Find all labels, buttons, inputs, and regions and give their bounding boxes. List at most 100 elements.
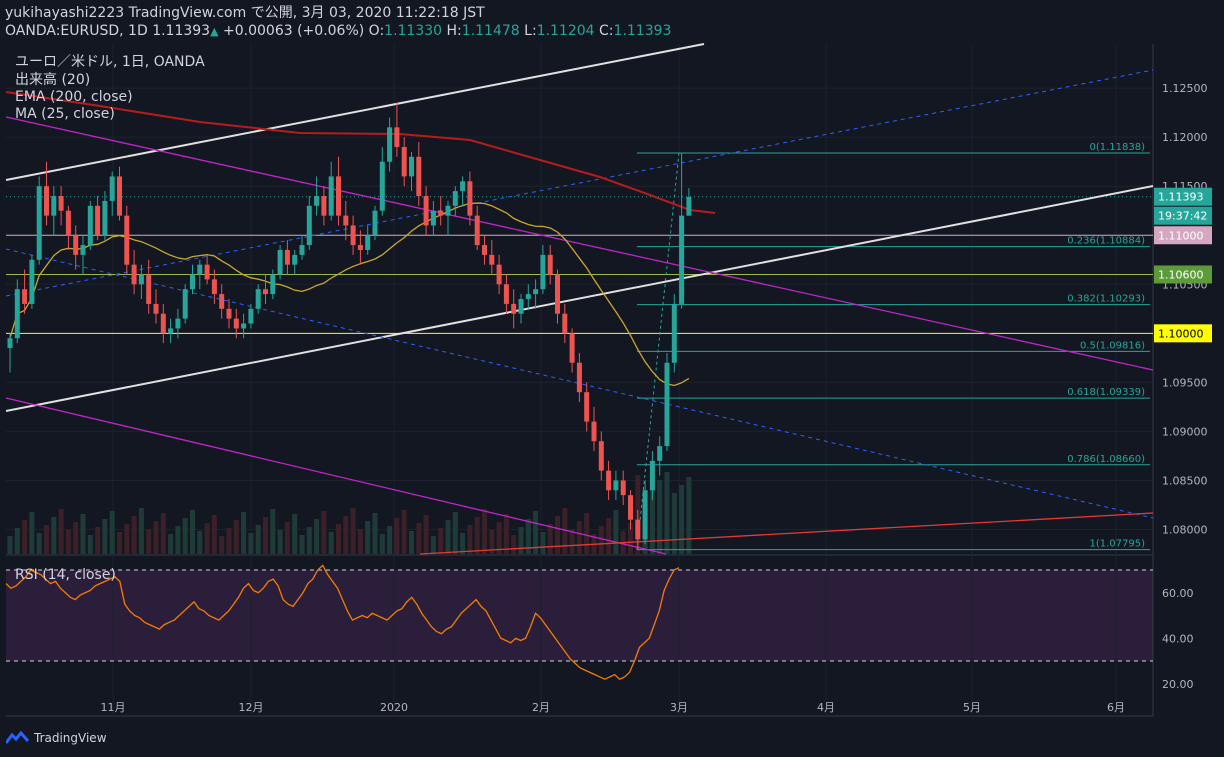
candle-body bbox=[299, 245, 305, 255]
volume-bar bbox=[336, 524, 341, 554]
candle-body bbox=[372, 210, 378, 236]
volume-bar bbox=[438, 528, 444, 554]
time-tick-label: 5月 bbox=[963, 701, 981, 714]
symbol-name[interactable]: OANDA:EURUSD, 1D bbox=[5, 23, 148, 39]
price-badge bbox=[1154, 324, 1212, 343]
volume-bar bbox=[379, 534, 385, 554]
candle-body bbox=[635, 519, 641, 540]
fib-level-label: 0.618(1.09339) bbox=[1067, 387, 1145, 398]
candle-body bbox=[482, 245, 487, 255]
volume-bar bbox=[409, 531, 414, 554]
candle-body bbox=[350, 225, 356, 246]
candle-body bbox=[51, 196, 57, 216]
volume-bar bbox=[649, 488, 655, 554]
candle-body bbox=[270, 274, 276, 295]
candle-body bbox=[671, 303, 677, 363]
candle-body bbox=[576, 362, 582, 393]
volume-bar bbox=[87, 535, 93, 554]
price-tick-label: 1.08000 bbox=[1162, 523, 1208, 536]
fib-level-label: 1(1.07795) bbox=[1089, 539, 1145, 550]
volume-bar bbox=[474, 517, 480, 554]
candle-body bbox=[686, 197, 692, 216]
candle-body bbox=[489, 254, 495, 265]
candle-body bbox=[628, 495, 633, 520]
candle-body bbox=[168, 328, 174, 334]
fib-level-label: 0.382(1.10293) bbox=[1067, 294, 1145, 305]
candle-body bbox=[620, 480, 626, 496]
price-tick-label: 1.09500 bbox=[1162, 376, 1208, 389]
fib-level-label: 0.786(1.08660) bbox=[1067, 454, 1145, 465]
rsi-legend[interactable]: RSI (14, close) bbox=[15, 567, 116, 583]
volume-bar bbox=[372, 513, 378, 554]
volume-bar bbox=[679, 485, 685, 554]
candle-body bbox=[22, 289, 28, 304]
candle-body bbox=[138, 274, 144, 285]
candle-body bbox=[438, 210, 444, 216]
candle-body bbox=[409, 156, 414, 177]
volume-bar bbox=[277, 530, 283, 554]
candle-body bbox=[336, 176, 341, 216]
candle-body bbox=[160, 313, 166, 334]
volume-bar bbox=[146, 529, 152, 554]
volume-bar bbox=[219, 536, 225, 554]
candle-body bbox=[562, 313, 568, 334]
volume-bar bbox=[460, 533, 466, 554]
last-price: 1.11393 bbox=[152, 23, 211, 39]
time-tick-label: 2020 bbox=[380, 701, 408, 714]
volume-bar bbox=[328, 532, 334, 554]
candle-body bbox=[416, 156, 422, 197]
volume-bar bbox=[292, 514, 298, 554]
volume-bar bbox=[664, 472, 670, 554]
candle-body bbox=[328, 176, 334, 216]
volume-bar bbox=[430, 536, 436, 554]
volume-bar bbox=[197, 531, 203, 554]
price-tick-label: 1.12500 bbox=[1162, 82, 1208, 95]
candle-body bbox=[321, 196, 327, 216]
volume-bar bbox=[109, 511, 115, 554]
candle-body bbox=[65, 210, 71, 236]
candle-body bbox=[241, 323, 247, 329]
volume-bar bbox=[175, 526, 181, 554]
fib-level-label: 0.236(1.10884) bbox=[1067, 236, 1145, 247]
volume-bar bbox=[73, 522, 79, 554]
price-tick-label: 1.08500 bbox=[1162, 474, 1208, 487]
legend-volume[interactable]: 出来高 (20) bbox=[15, 72, 91, 88]
volume-bar bbox=[241, 512, 247, 554]
volume-bar bbox=[518, 527, 524, 554]
legend-ma[interactable]: MA (25, close) bbox=[15, 106, 115, 122]
candle-body bbox=[460, 181, 466, 192]
candle-body bbox=[569, 333, 575, 363]
time-tick-label: 11月 bbox=[101, 701, 126, 714]
candle-body bbox=[117, 176, 122, 216]
price-badge-label: 19:37:42 bbox=[1158, 210, 1207, 223]
candle-body bbox=[292, 254, 298, 265]
volume-bar bbox=[138, 508, 144, 554]
volume-bar bbox=[576, 521, 582, 554]
volume-bar bbox=[394, 518, 400, 554]
time-tick-label: 3月 bbox=[670, 701, 688, 714]
candle-body bbox=[284, 249, 290, 265]
candle-body bbox=[379, 161, 385, 211]
tradingview-logo[interactable]: TradingView bbox=[6, 731, 107, 745]
tradingview-brand: TradingView bbox=[34, 731, 107, 745]
volume-bar bbox=[263, 517, 268, 554]
volume-bar bbox=[657, 480, 663, 554]
legend-ema[interactable]: EMA (200, close) bbox=[15, 89, 133, 105]
candle-body bbox=[474, 215, 480, 246]
ma-25-line bbox=[9, 202, 690, 387]
volume-bar bbox=[7, 536, 13, 554]
tradingview-icon bbox=[6, 731, 30, 744]
candle-body bbox=[248, 308, 254, 324]
volume-bar bbox=[628, 523, 633, 554]
volume-bar bbox=[182, 518, 188, 554]
volume-bar bbox=[350, 508, 356, 554]
candle-body bbox=[518, 299, 524, 314]
candle-body bbox=[598, 441, 604, 471]
ema-200-line bbox=[5, 91, 716, 214]
volume-bar bbox=[29, 512, 35, 554]
candle-body bbox=[153, 303, 159, 314]
price-change: +0.00063 (+0.06%) bbox=[223, 23, 365, 39]
volume-bar bbox=[598, 526, 604, 554]
open-value: 1.11330 bbox=[384, 23, 443, 39]
